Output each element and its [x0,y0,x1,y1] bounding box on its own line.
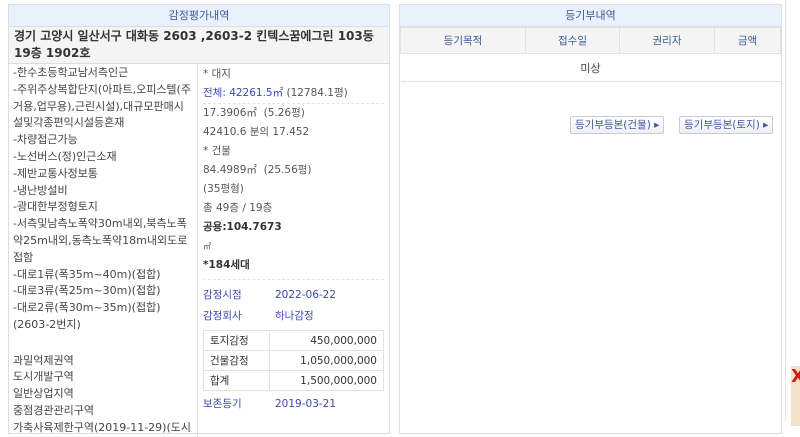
amount-table: 토지감정 450,000,000 건물감정 1,050,000,000 합계 1,50… [203,330,385,391]
feature-item: -대로1류(폭35m~40m)(접합) [13,267,161,281]
feature-item [13,334,193,351]
amount-value: 450,000,000 [268,330,385,351]
arrow-right-icon: ▸ [763,119,769,131]
land-total: 전체: 42261.5㎡ [203,87,284,99]
feature-item: 중점경관관리구역 [13,403,94,417]
feature-item: -제반교통사정보통 [13,166,98,180]
col-date: 접수일 [525,27,620,54]
preservation-label: 보존등기 [203,398,242,410]
land-label: * 대지 [203,68,231,80]
col-holder: 권리자 [619,27,715,54]
building-area-pyeong: (25.56평) [263,164,312,176]
common-area: 공용:104.7673 [203,221,282,233]
amount-value: 1,500,000,000 [268,370,385,391]
common-unit: ㎡ [203,242,211,251]
registry-panel: 등기부내역 등기목적 접수일 권리자 금액 미상 등기부등본(건물) ▸ 등기부… [399,4,782,434]
property-address: 경기 고양시 일산서구 대화동 2603 ,2603-2 킨텍스꿈에그린 103… [9,27,389,64]
feature-item: -한수초등학교남서측인근 [13,66,129,79]
button-label: 등기부등본(토지) [684,119,760,131]
registry-land-button[interactable]: 등기부등본(토지) ▸ [679,116,774,134]
appraisal-date: 2022-06-22 [275,289,337,301]
appraiser-label: 감정회사 [203,310,242,322]
feature-item: -노선버스(정)인근소재 [13,149,117,163]
land-share: 42410.6 분의 17.452 [203,126,310,138]
feature-item: -대로2류(폭30m~35m)(접합)(2603-2번지) [13,301,161,331]
building-type: (35평형) [203,183,244,195]
feature-item: -대로3류(폭25m~30m)(접합) [13,284,161,298]
preservation-date: 2019-03-21 [275,398,337,410]
arrow-right-icon: ▸ [654,119,660,131]
feature-item: -차량접근가능 [13,133,78,147]
divider [785,0,786,421]
feature-item: -광대한부정형토지 [13,200,98,214]
floors: 총 49층 / 19층 [203,202,273,214]
feature-list: -한수초등학교남서측인근 -주위주상복합단지(아파트,오피스텔(주거용,업무용),… [9,64,198,437]
building-label: * 건물 [203,145,231,157]
land-total-pyeong: (12784.1평) [286,87,348,99]
amount-label: 합계 [203,370,270,391]
appraisal-title: 감정평가내역 [9,5,389,27]
amount-row-total: 합계 1,500,000,000 [203,370,385,391]
feature-item: 가축사육제한구역(2019-11-29)(도시 [13,420,192,434]
feature-item: -서측및남측노폭약30m내외,북측노폭약25m내외,동측노폭약18m내외도로접함 [13,217,188,264]
empty-row: 미상 [400,53,781,82]
building-area: 84.4989㎡ [203,164,257,176]
registry-building-button[interactable]: 등기부등본(건물) ▸ [570,116,665,134]
amount-row-land: 토지감정 450,000,000 [203,330,385,351]
feature-item: 과밀억제권역 [13,353,74,367]
land-area-pyeong: (5.26평) [263,107,305,119]
amount-label: 토지감정 [203,330,270,351]
households: *184세대 [203,259,250,271]
button-label: 등기부등본(건물) [575,119,651,131]
appraisal-panel: 감정평가내역 경기 고양시 일산서구 대화동 2603 ,2603-2 킨텍스꿈… [8,4,390,437]
land-area: 17.3906㎡ [203,107,257,119]
amount-label: 건물감정 [203,350,270,371]
feature-item: -주위주상복합단지(아파트,오피스텔(주거용,업무용),근린시설),대규모판매시… [13,82,191,130]
amount-value: 1,050,000,000 [268,350,385,371]
registry-table: 등기목적 접수일 권리자 금액 미상 [400,27,781,82]
feature-item: 일반상업지역 [13,387,74,401]
amount-row-building: 건물감정 1,050,000,000 [203,350,385,371]
col-amount: 금액 [714,27,781,54]
appraisal-date-label: 감정시점 [203,289,242,301]
feature-item: -냉난방설비 [13,183,68,197]
close-icon: X [791,366,800,387]
appraiser: 하나감정 [275,310,314,322]
property-details: * 대지 전체: 42261.5㎡ (12784.1평) 17.3906㎡ (5… [198,64,389,437]
registry-title: 등기부내역 [400,5,781,27]
feature-item: 도시개발구역 [13,370,74,384]
col-purpose: 등기목적 [400,27,526,54]
side-banner[interactable]: X [791,366,800,426]
